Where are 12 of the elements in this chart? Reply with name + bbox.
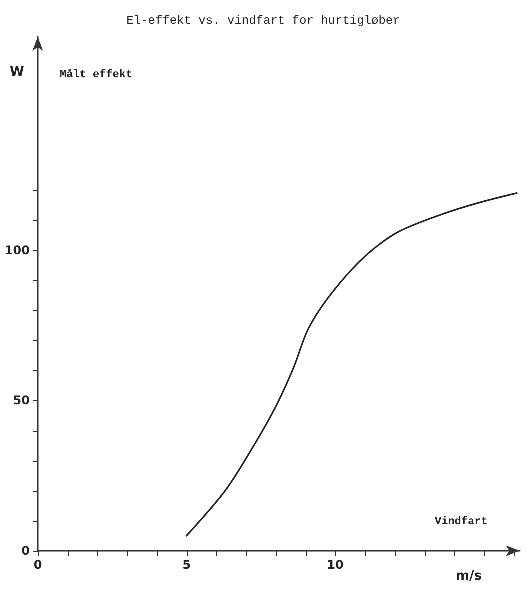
annotation: Målt effekt	[60, 68, 133, 82]
y-tick-label: 0	[22, 544, 30, 558]
y-tick-label: 100	[4, 243, 30, 258]
chart-title: El-effekt vs. vindfart for hurtigløber	[126, 14, 400, 28]
y-tick-label: 50	[13, 394, 30, 408]
line-series	[186, 192, 518, 537]
annotation: Vindfart	[435, 516, 488, 528]
x-tick-label: 5	[182, 558, 191, 572]
x-tick-label: 10	[327, 558, 344, 572]
y-axis-title: W	[10, 65, 24, 80]
x-tick-label: 0	[34, 558, 42, 572]
x-axis-title: m/s	[456, 569, 482, 584]
